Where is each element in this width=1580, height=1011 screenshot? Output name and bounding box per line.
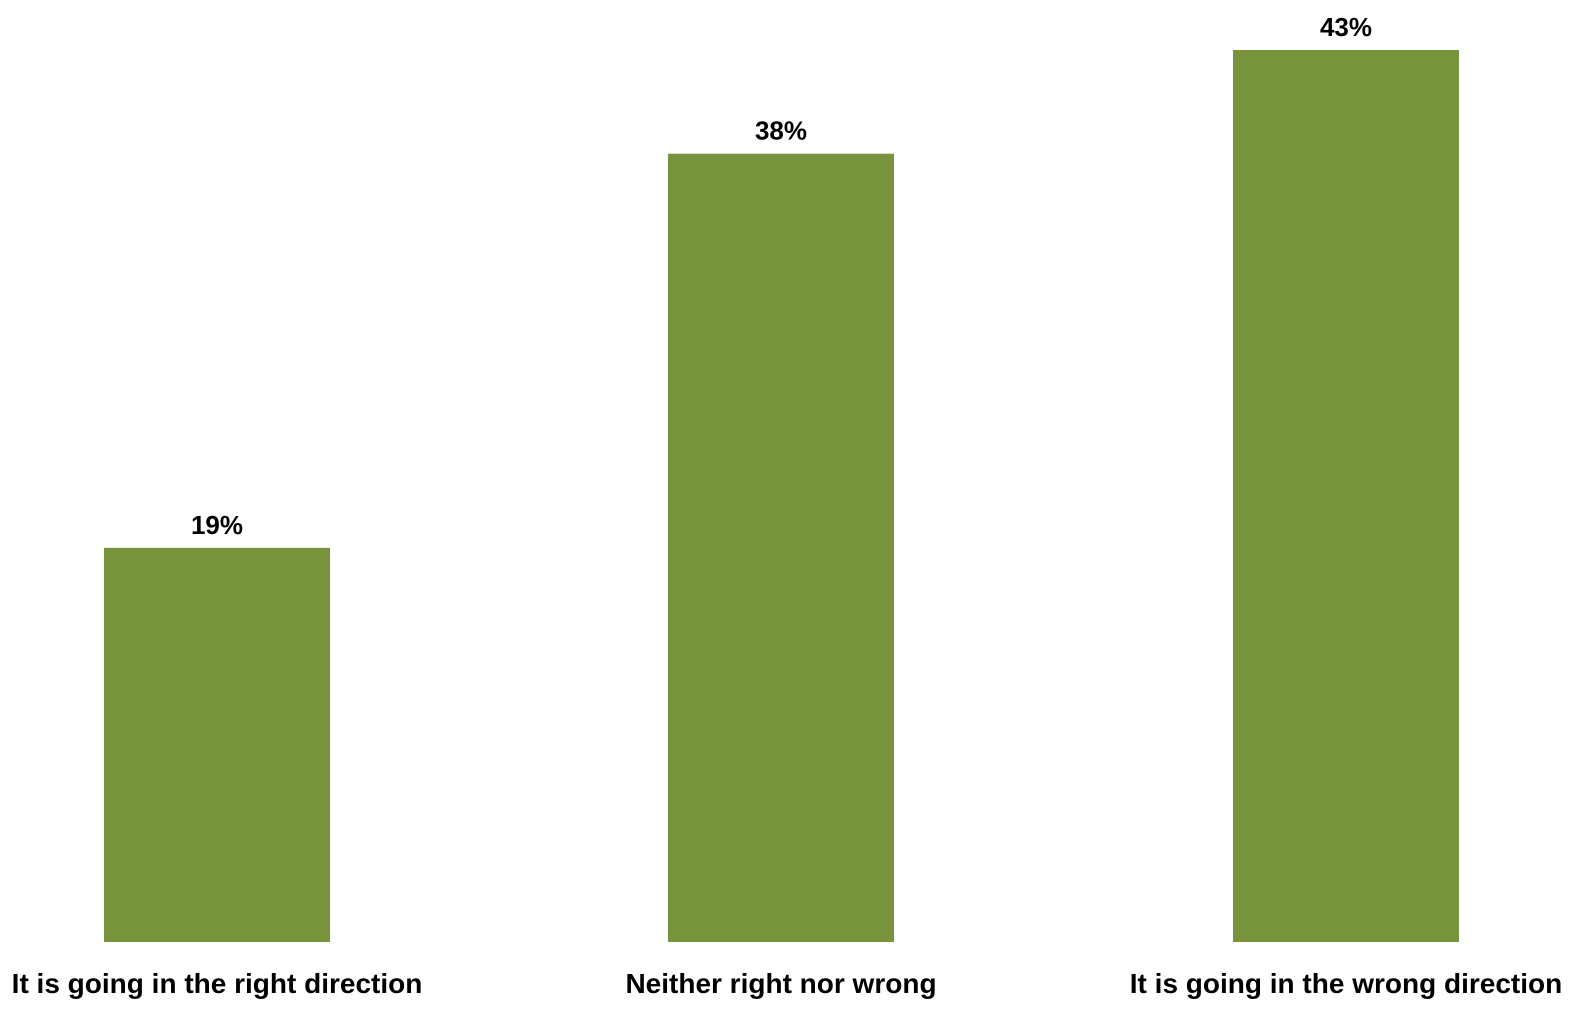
value-label-3: 43%: [1320, 12, 1372, 42]
value-label-2: 38%: [755, 116, 807, 146]
bar-1: [104, 547, 330, 942]
value-label-1: 19%: [191, 510, 243, 540]
category-label-1: It is going in the right direction: [12, 968, 423, 999]
bar-3: [1233, 50, 1459, 942]
category-labels-layer: It is going in the right direction Neithe…: [12, 968, 1563, 999]
category-label-2: Neither right nor wrong: [625, 968, 936, 999]
bar-2: [668, 153, 894, 942]
category-label-3: It is going in the wrong direction: [1130, 968, 1562, 999]
value-labels-layer: 19% 38% 43%: [191, 12, 1372, 540]
bars-layer: [104, 50, 1459, 942]
